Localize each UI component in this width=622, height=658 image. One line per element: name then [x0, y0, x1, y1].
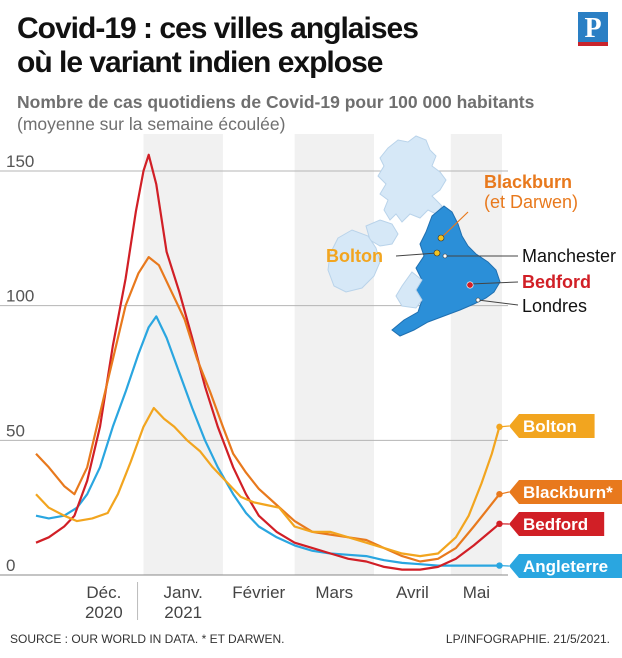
- end-label-box-bedford: [509, 512, 605, 536]
- bedford-leader: [469, 281, 519, 285]
- end-labels: Angleterre Bedford Blackburn* Bolton: [499, 414, 622, 578]
- england-shape: [391, 205, 501, 337]
- map-label-blackburn: Blackburn: [484, 172, 572, 192]
- y-tick-label: 50: [6, 421, 25, 440]
- month-band: [143, 134, 223, 575]
- gridlines: 0 50 100 150: [0, 152, 508, 576]
- series-line-bolton: [35, 406, 501, 558]
- y-tick-label: 150: [6, 152, 34, 171]
- chart-subtitle: Nombre de cas quotidiens de Covid-19 pou…: [17, 92, 535, 112]
- end-label-box-blackburn: [509, 480, 622, 504]
- x-tick-label: Mai: [463, 583, 490, 602]
- map-label-manchester: Manchester: [522, 246, 616, 266]
- manchester-dot: [442, 253, 448, 259]
- map-label-londres: Londres: [522, 296, 587, 316]
- title-line-1: Covid-19 : ces villes anglaises: [17, 12, 419, 45]
- y-tick-label: 100: [6, 287, 34, 306]
- end-label-box-bolton: [509, 414, 595, 438]
- series-lines: [35, 153, 503, 571]
- end-label-blackburn: Blackburn*: [523, 483, 613, 502]
- wales-shape: [395, 271, 423, 309]
- blackburn-dot: [437, 234, 445, 242]
- series-line-angleterre: [35, 315, 500, 567]
- end-label-angleterre: Angleterre: [523, 557, 608, 576]
- end-label-bolton: Bolton: [523, 417, 577, 436]
- bolton-dot: [433, 249, 441, 257]
- end-label-box-angleterre: [509, 554, 622, 578]
- x-tick-labels: Déc.2020 Janv.2021 Février Mars Avril Mai: [85, 582, 490, 622]
- x-tick-label: Avril: [396, 583, 429, 602]
- y-tick-label: 0: [6, 556, 15, 575]
- uk-map: Blackburn (et Darwen) Bolton Manchester …: [326, 135, 616, 337]
- end-label-leader-bolton: [499, 425, 510, 428]
- ireland-shape: [327, 229, 381, 293]
- londres-leader: [477, 299, 519, 306]
- scotland-shape: [377, 135, 447, 223]
- x-tick-label: Déc.: [86, 583, 121, 602]
- x-tick-label: 2021: [164, 603, 202, 622]
- map-label-blackburn-sub: (et Darwen): [484, 192, 578, 212]
- map-label-bolton: Bolton: [326, 246, 383, 266]
- end-label-leader-blackburn: [499, 491, 510, 495]
- blackburn-leader: [440, 211, 469, 239]
- x-tick-label: Janv.: [164, 583, 203, 602]
- series-line-bedford: [35, 153, 501, 571]
- bedford-dot: [466, 281, 474, 289]
- series-line-blackburn: [35, 256, 501, 563]
- publisher-logo: P: [578, 12, 608, 46]
- end-label-bedford: Bedford: [523, 515, 588, 534]
- chart-subtitle-note: (moyenne sur la semaine écoulée): [17, 114, 286, 134]
- x-tick-label: Mars: [315, 583, 353, 602]
- x-tick-label: Février: [232, 583, 285, 602]
- map-label-bedford: Bedford: [522, 272, 591, 292]
- x-tick-label: 2020: [85, 603, 123, 622]
- credit-note: LP/INFOGRAPHIE. 21/5/2021.: [445, 632, 610, 646]
- bolton-leader: [395, 252, 438, 257]
- month-band: [294, 134, 374, 575]
- chart-title: Covid-19 : ces villes anglaises où le va…: [17, 12, 577, 80]
- source-note: SOURCE : OUR WORLD IN DATA. * ET DARWEN.: [10, 632, 285, 646]
- londres-dot: [475, 297, 481, 303]
- title-line-2: où le variant indien explose: [17, 46, 383, 79]
